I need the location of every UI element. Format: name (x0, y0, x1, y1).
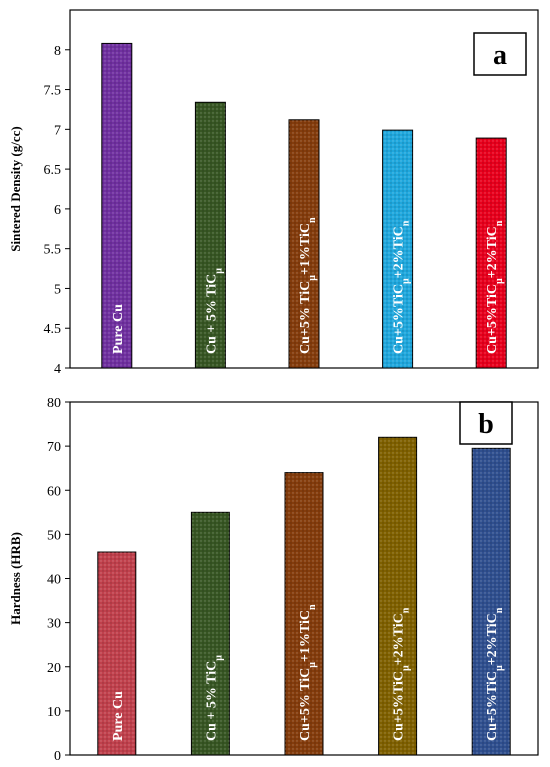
y-tick-label: 8 (54, 44, 61, 59)
y-tick-label: 4 (54, 362, 61, 377)
bar-label: Cu+5% TiCμ+1%TiCn (298, 217, 318, 354)
bar-texture (472, 448, 511, 755)
bar-label: Pure Cu (111, 691, 126, 741)
bar-texture (382, 130, 413, 368)
bar-texture (289, 119, 319, 368)
y-tick-label: 5.5 (44, 243, 62, 258)
bar-label: Cu+5%TiCμ+2%TiCn (485, 607, 505, 741)
bar-label: Pure Cu (111, 304, 126, 354)
bar-label: Cu + 5% TiCμ (204, 268, 224, 354)
bar-label: Cu+5%TiCμ+2%TiCn (392, 220, 412, 354)
y-tick-label: 30 (47, 617, 61, 632)
chart-panel-a: 4 4.5 5 5.5 6 6.5 7 7.5 8 Sintered Density (g/cc)… (8, 9, 539, 377)
y-tick-label: 50 (47, 528, 61, 543)
y-tick-label: 6.5 (44, 163, 62, 178)
y-tick-label: 7.5 (44, 84, 62, 99)
panel-label-box (473, 32, 527, 76)
chart-panel-b: 0 10 20 30 40 50 60 70 80 Hardness (HRB) Pure Cu Cu… (8, 396, 539, 764)
bar-label: Cu + 5% TiCμ (204, 655, 224, 741)
y-axis-label: Hardness (HRB) (8, 532, 23, 625)
y-tick-label: 4.5 (44, 322, 62, 337)
bar-texture (285, 472, 323, 755)
y-tick-label: 40 (47, 573, 61, 588)
y-tick-label: 5 (54, 282, 61, 297)
y-tick-label: 70 (47, 440, 61, 455)
bar-texture (191, 512, 230, 755)
bar-label: Cu+5%TiCμ+2%TiCn (392, 607, 412, 741)
y-axis-label: Sintered Density (g/cc) (8, 126, 23, 251)
panel-label: a (493, 40, 507, 71)
bar-texture (101, 43, 132, 369)
panel-label-box (459, 401, 513, 445)
panel-label: b (478, 409, 494, 440)
y-tick-label: 60 (47, 484, 61, 499)
y-tick-label: 10 (47, 705, 61, 720)
y-tick-label: 6 (54, 203, 61, 218)
y-tick-label: 20 (47, 661, 61, 676)
bar-texture (378, 437, 417, 755)
bar-label: Cu+5% TiCμ+1%TiCn (298, 604, 318, 741)
bar-label: Cu+5%TiCμ+2%TiCn (485, 220, 505, 354)
bar-texture (97, 552, 136, 755)
y-tick-label: 7 (54, 123, 61, 138)
y-tick-label: 0 (54, 749, 61, 764)
bar-texture (195, 102, 226, 368)
bar-texture (476, 138, 507, 368)
y-tick-label: 80 (47, 396, 61, 411)
